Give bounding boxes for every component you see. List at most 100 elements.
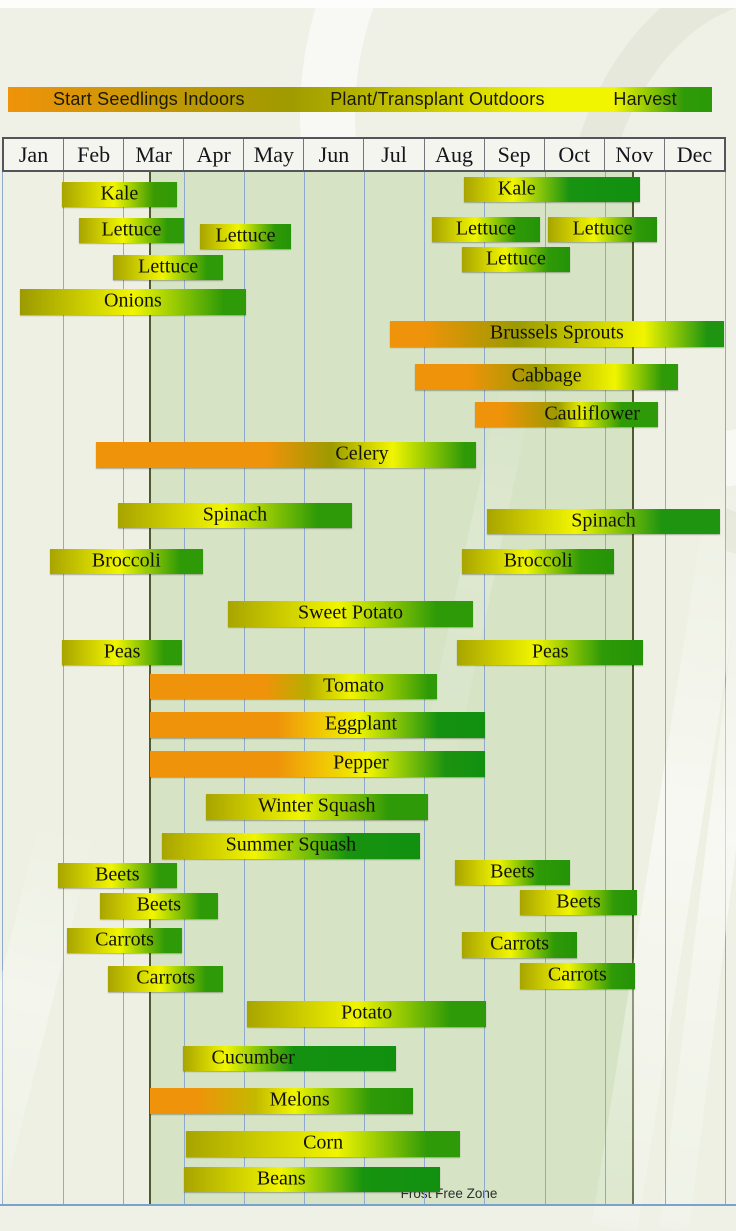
chart-area: Frost Free Zone Kale Kale Lettuce Lettuce Le… [0,172,736,1231]
bar-label: Eggplant [324,712,398,735]
bar-brussels-sprouts: Brussels Sprouts [389,321,724,347]
month-cell-jun: Jun [303,139,363,170]
bar-label: Lettuce [485,247,546,270]
bar-label: Winter Squash [258,794,376,817]
month-cell-sep: Sep [483,139,544,170]
bar-lettuce-fall-1: Lettuce [432,217,540,242]
bar-label: Cauliflower [544,402,640,425]
bar-peas-spring: Peas [61,640,183,665]
month-cell-may: May [243,139,303,170]
bar-carrots-spring-2: Carrots [108,966,224,992]
bar-corn: Corn [185,1131,461,1157]
bar-label: Peas [103,640,141,663]
chart-bottom-border [0,1204,736,1206]
bar-peas-fall: Peas [457,640,644,665]
bar-carrots-fall-2: Carrots [519,963,635,989]
bar-cucumber: Cucumber [182,1046,396,1071]
bar-beets-spring-2: Beets [99,893,218,919]
bar-broccoli-spring: Broccoli [49,549,203,574]
legend-label-2: Harvest [613,88,677,109]
bar-label: Spinach [571,509,636,532]
bar-kale-fall: Kale [463,177,641,202]
month-gridline [63,172,65,1206]
bar-cabbage: Cabbage [415,364,679,390]
bar-cauliflower: Cauliflower [474,402,659,427]
month-cell-apr: Apr [183,139,243,170]
bar-sweet-potato: Sweet Potato [228,601,473,627]
bar-label: Tomato [323,674,384,697]
bar-carrots-spring-1: Carrots [66,928,183,953]
bar-label: Carrots [136,966,196,989]
bar-label: Lettuce [138,255,199,278]
bar-lettuce-fall-2: Lettuce [548,217,658,242]
bar-pepper: Pepper [149,751,485,777]
bar-label: Lettuce [215,224,276,247]
bar-summer-squash: Summer Squash [161,833,420,859]
bar-label: Beans [256,1167,306,1190]
bar-lettuce-spring-2: Lettuce [199,224,292,249]
legend-label-1: Plant/Transplant Outdoors [330,88,545,109]
month-cell-mar: Mar [123,139,183,170]
bar-label: Corn [303,1131,344,1154]
bar-label: Pepper [333,751,389,774]
bar-label: Beets [136,893,182,916]
bar-tomato: Tomato [149,674,437,699]
bar-label: Lettuce [572,217,633,240]
bar-label: Kale [497,177,536,200]
bar-broccoli-fall: Broccoli [462,549,615,574]
bar-beets-fall-2: Beets [519,890,638,915]
month-gridline [664,172,666,1206]
month-cell-nov: Nov [603,139,664,170]
bar-label: Celery [335,442,389,465]
bar-carrots-fall-1: Carrots [462,932,578,958]
bar-label: Potato [341,1001,393,1024]
bar-label: Cabbage [511,364,582,387]
month-cell-feb: Feb [63,139,123,170]
month-gridline [484,172,486,1206]
bar-label: Spinach [202,503,268,526]
bar-lettuce-fall-3: Lettuce [462,247,570,272]
bar-beets-spring-1: Beets [57,863,177,888]
bar-label: Peas [531,640,569,663]
bar-label: Lettuce [101,218,162,241]
bar-label: Onions [104,289,162,312]
bar-spinach-spring: Spinach [117,503,352,528]
month-gridline [604,172,606,1206]
bar-lettuce-spring-1: Lettuce [78,218,185,243]
bar-label: Melons [269,1088,330,1111]
bar-onions: Onions [19,289,247,315]
bar-label: Beets [556,890,601,913]
month-cell-aug: Aug [423,139,484,170]
bar-beans: Beans [184,1167,440,1192]
bar-lettuce-spring-3: Lettuce [113,255,224,280]
bar-beets-fall-1: Beets [454,860,570,885]
month-cell-jul: Jul [363,139,423,170]
bar-kale-spring: Kale [61,182,177,207]
bar-label: Beets [95,863,140,886]
bar-potato: Potato [247,1001,487,1027]
bar-celery: Celery [96,442,476,468]
month-gridline [123,172,125,1206]
legend-gradient-bar: Start Seedlings Indoors Plant/Transplant … [8,87,712,112]
bar-label: Broccoli [503,549,573,572]
bar-spinach-fall: Spinach [486,509,721,534]
month-gridline [544,172,546,1206]
bar-label: Carrots [95,928,154,951]
bar-label: Beets [490,860,535,883]
bar-label: Cucumber [211,1046,295,1069]
top-strip [0,0,736,8]
month-cell-jan: Jan [18,141,49,167]
bar-eggplant: Eggplant [149,712,485,738]
bar-label: Broccoli [91,549,161,572]
month-header: Jan Feb Mar Apr May Jun Jul Aug Sep Oct Nov Dec [2,137,726,172]
bar-label: Lettuce [455,217,516,240]
bar-label: Brussels Sprouts [489,321,624,344]
month-cell-oct: Oct [543,139,604,170]
bar-label: Kale [100,182,139,205]
bar-label: Carrots [547,963,607,986]
bar-melons: Melons [149,1088,413,1114]
bar-label: Sweet Potato [297,601,403,624]
month-cell-dec: Dec [663,139,724,170]
bar-winter-squash: Winter Squash [205,794,428,820]
